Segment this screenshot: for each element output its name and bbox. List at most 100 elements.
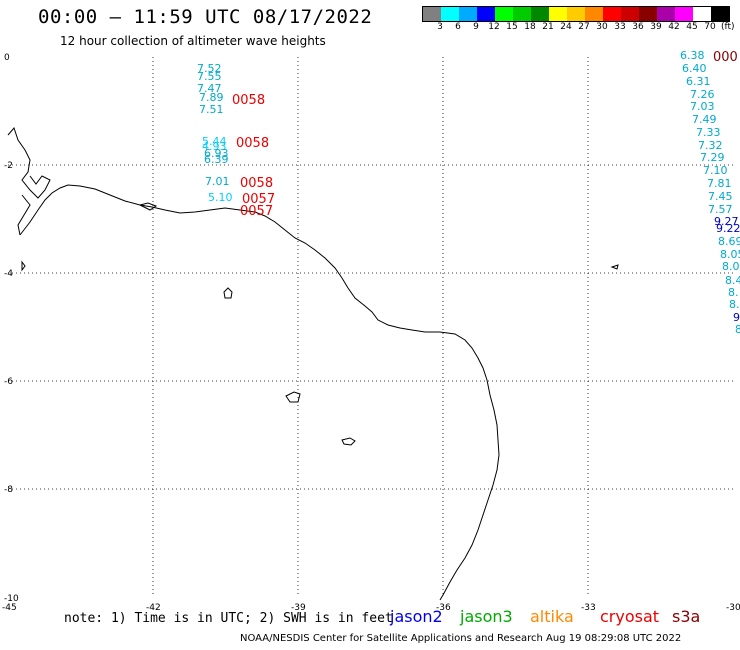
satellite-name: jason2	[390, 607, 443, 626]
wave-height-value: 7.89	[199, 91, 224, 104]
legend-label: 18	[524, 22, 536, 32]
wave-observations: 7.527.557.477.897.51 5.444.936.936.39 7.01…	[197, 49, 740, 336]
wave-height-value: 7.10	[703, 164, 728, 177]
legend-label: 45	[686, 22, 698, 32]
lon-tick-label: -42	[146, 603, 161, 613]
legend-swatch	[711, 7, 729, 21]
pass-time-label: 000	[713, 50, 738, 65]
wave-height-value: 7.32	[698, 139, 723, 152]
northern-coast-islands	[7, 127, 51, 236]
satellite-name: cryosat	[600, 607, 660, 626]
axis-ticks: -45 -42 -39 -36 -33 -30 0 -2 -4 -6 -8 -10	[2, 53, 740, 613]
satellite-name: s3a	[672, 607, 701, 626]
lat-tick-label: -10	[4, 594, 19, 604]
pass-time-label: 0057	[240, 204, 273, 219]
legend-swatch	[639, 7, 657, 21]
wave-height-value: 6.31	[686, 75, 711, 88]
island-b	[285, 391, 301, 403]
color-legend	[422, 6, 730, 22]
island-a	[223, 287, 233, 299]
wave-height-value: 9.27	[714, 215, 739, 228]
pass-time-label: 0058	[236, 136, 269, 151]
legend-swatch	[549, 7, 567, 21]
satellite-name: jason3	[460, 607, 513, 626]
wave-height-value: 8.	[729, 298, 740, 311]
island-d	[138, 202, 158, 211]
legend-label: 30	[596, 22, 608, 32]
wave-height-value: 7.52	[197, 62, 222, 75]
wave-height-value: 8.69	[718, 235, 740, 248]
legend-swatch	[603, 7, 621, 21]
wave-height-value: 8.05	[720, 248, 740, 261]
lat-tick-label: -4	[4, 269, 13, 279]
legend-swatch	[657, 7, 675, 21]
wave-height-value: 8	[735, 323, 740, 336]
grid-lines	[8, 57, 733, 597]
wave-height-value: 9.22	[716, 222, 740, 235]
legend-swatch	[693, 7, 711, 21]
lat-tick-label: -2	[4, 161, 13, 171]
units-note: note: 1) Time is in UTC; 2) SWH is in fe…	[64, 611, 393, 626]
satellite-name: altika	[530, 607, 574, 626]
wave-height-value: 4.93	[202, 140, 227, 153]
wave-height-value: 8.	[728, 286, 739, 299]
lat-tick-label: -6	[4, 377, 13, 387]
legend-label: 15	[506, 22, 518, 32]
legend-swatch	[567, 7, 585, 21]
coastline	[7, 127, 619, 601]
wave-height-value: 7.49	[692, 113, 717, 126]
legend-label: 21	[542, 22, 554, 32]
wave-height-value: 6.38	[680, 49, 705, 62]
wave-height-value: 9	[733, 311, 740, 324]
island-e	[610, 264, 619, 270]
legend-label: 27	[578, 22, 590, 32]
legend-swatch	[513, 7, 531, 21]
wave-height-value: 7.29	[700, 151, 725, 164]
legend-label: 9	[473, 22, 479, 32]
wave-height-value: 8.0	[722, 260, 740, 273]
legend-swatch	[621, 7, 639, 21]
wave-height-value: 7.51	[199, 103, 224, 116]
legend-label: 6	[455, 22, 461, 32]
legend-label: 42	[668, 22, 680, 32]
wave-height-value: 6.93	[204, 147, 229, 160]
wave-height-value: 7.03	[690, 100, 715, 113]
legend-swatch	[585, 7, 603, 21]
island-c	[341, 437, 356, 446]
wave-height-value: 5.10	[208, 191, 233, 204]
pass-time-label: 0057	[242, 192, 275, 207]
wave-height-value: 6.40	[682, 62, 707, 75]
legend-swatch	[495, 7, 513, 21]
credit-footer: NOAA/NESDIS Center for Satellite Applica…	[240, 633, 682, 644]
legend-label: 39	[650, 22, 662, 32]
legend-swatch	[477, 7, 495, 21]
pass-time-label: 0058	[232, 93, 265, 108]
wave-height-value: 8.4	[725, 274, 740, 287]
legend-label: 33	[614, 22, 626, 32]
wave-height-value: 5.44	[202, 135, 227, 148]
wave-height-value: 7.45	[708, 190, 733, 203]
legend-label: 70	[704, 22, 716, 32]
map-title: 00:00 – 11:59 UTC 08/17/2022	[38, 6, 373, 28]
legend-swatch	[531, 7, 549, 21]
legend-swatch	[441, 7, 459, 21]
lon-tick-label: -39	[291, 603, 306, 613]
legend-label: 3	[437, 22, 443, 32]
legend-unit: (ft)	[721, 22, 735, 32]
legend-label: 24	[560, 22, 572, 32]
legend-labels: 3 6 9 12 15 18 21 24 27 30 33 36 39 42 45 70 (ft)	[422, 22, 735, 32]
lon-tick-label: -30	[726, 603, 740, 613]
brazil-coastline	[19, 184, 500, 601]
wave-height-value: 7.57	[708, 203, 733, 216]
wave-height-value: 7.01	[205, 175, 230, 188]
lon-tick-label: -45	[2, 603, 17, 613]
wave-height-value: 7.47	[197, 82, 222, 95]
wave-height-value: 7.81	[707, 177, 732, 190]
wave-height-value: 7.33	[696, 126, 721, 139]
legend-swatch	[675, 7, 693, 21]
pass-time-label: 0058	[240, 176, 273, 191]
wave-height-value: 6.39	[204, 153, 229, 166]
